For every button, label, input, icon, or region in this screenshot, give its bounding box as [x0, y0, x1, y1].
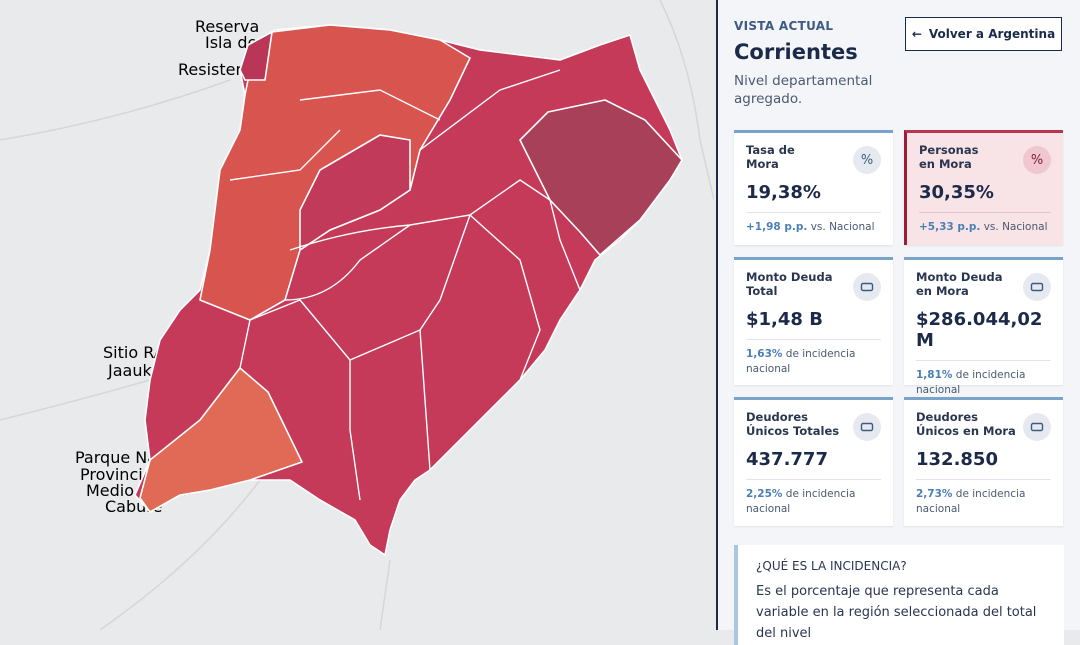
info-box: ¿QUÉ ES LA INCIDENCIA? Es el porcentaje …	[734, 545, 1064, 645]
card-title-line: Personas	[919, 143, 979, 157]
side-panel: VISTA ACTUAL Corrientes Nivel departamen…	[716, 0, 1080, 645]
card-delta: 2,25% de incidencia nacional	[746, 479, 881, 517]
delta-note: vs. Nacional	[810, 221, 875, 233]
delta-highlight: +5,33 p.p.	[919, 221, 981, 233]
card-icon	[853, 413, 881, 441]
region-title: Corrientes	[734, 40, 858, 64]
info-title: ¿QUÉ ES LA INCIDENCIA?	[756, 559, 907, 573]
map-label: Medio	[86, 481, 134, 500]
card-value: 19,38%	[746, 182, 821, 203]
department[interactable]	[299, 134, 411, 251]
card-icon	[1023, 273, 1051, 301]
icon-shape	[860, 282, 874, 292]
card-value: $1,48 B	[746, 309, 823, 330]
borders	[229, 69, 581, 501]
departments[interactable]	[134, 24, 683, 556]
icon-glyph: %	[860, 152, 874, 168]
card-icon: %	[1023, 146, 1051, 174]
card-title-line: Únicos Totales	[746, 423, 840, 438]
icon-glyph: %	[1030, 152, 1044, 168]
department[interactable]	[239, 31, 273, 81]
card-title: Monto Deuda Total	[746, 270, 881, 298]
card-delta: 1,63% de incidencia nacional	[746, 339, 881, 377]
card-delta: 2,73% de incidencia nacional	[916, 479, 1051, 517]
card-value: 30,35%	[919, 182, 994, 203]
icon-glyph	[1030, 422, 1044, 432]
card-title: Deudores Únicos Totales	[746, 410, 881, 438]
card-title-line: Únicos en Mora	[916, 423, 1016, 438]
map-label: Reserva	[195, 17, 259, 36]
card-title-line: Tasa de	[746, 143, 795, 157]
department[interactable]	[519, 99, 683, 256]
roads	[0, 0, 714, 630]
metric-card[interactable]: Deudores Únicos Totales 437.777 2,25% de in…	[734, 397, 893, 526]
icon-shape	[1030, 422, 1044, 432]
card-title-line: en Mora	[919, 156, 972, 171]
metric-card[interactable]: Personas en Mora% 30,35% +5,33 p.p. vs. Nac…	[904, 130, 1063, 245]
metric-card[interactable]: Tasa de Mora% 19,38% +1,98 p.p. vs. Naciona…	[734, 130, 893, 245]
icon-shape	[1030, 282, 1044, 292]
arrow-icon: ←	[911, 27, 922, 41]
subtitle: Nivel departamental agregado.	[734, 73, 873, 107]
card-icon: %	[853, 146, 881, 174]
icon-glyph	[860, 422, 874, 432]
card-delta: +5,33 p.p. vs. Nacional	[919, 212, 1051, 235]
eyebrow: VISTA ACTUAL	[734, 19, 834, 33]
card-title: Deudores Únicos en Mora	[916, 410, 1051, 438]
card-delta: +1,98 p.p. vs. Nacional	[746, 212, 881, 235]
delta-highlight: 1,81%	[916, 369, 953, 381]
card-value: 437.777	[746, 449, 828, 470]
delta-highlight: 2,73%	[916, 488, 953, 500]
card-title-line: Deudores	[746, 410, 808, 424]
card-value: $286.044,02 M	[916, 309, 1043, 351]
delta-note: vs. Nacional	[983, 221, 1048, 233]
card-icon	[1023, 413, 1051, 441]
delta-note: de incidencia nacional	[746, 348, 856, 375]
delta-highlight: 2,25%	[746, 488, 783, 500]
metric-card[interactable]: Monto Deuda en Mora $286.044,02 M 1,81% de …	[904, 257, 1063, 396]
card-title: Monto Deuda en Mora	[916, 270, 1051, 298]
icon-glyph	[860, 282, 874, 292]
map-label: Isla de	[205, 33, 257, 52]
metric-card[interactable]: Deudores Únicos en Mora 132.850 2,73% de in…	[904, 397, 1063, 526]
info-text: Es el porcentaje que representa cada var…	[756, 584, 1037, 641]
metric-card[interactable]: Monto Deuda Total $1,48 B 1,63% de incidenc…	[734, 257, 893, 385]
delta-note: de incidencia nacional	[746, 488, 856, 515]
icon-glyph	[1030, 282, 1044, 292]
card-title-line: Monto Deuda	[916, 270, 1003, 284]
card-title-line: Deudores	[916, 410, 978, 424]
card-title-line: Monto Deuda	[746, 270, 833, 284]
delta-highlight: 1,63%	[746, 348, 783, 360]
card-title-line: Total	[746, 283, 778, 298]
button-label: Volver a Argentina	[928, 27, 1056, 41]
delta-note: de incidencia nacional	[916, 369, 1026, 396]
delta-highlight: +1,98 p.p.	[746, 221, 808, 233]
department[interactable]	[139, 367, 303, 513]
icon-shape	[860, 422, 874, 432]
back-button[interactable]: ← Volver a Argentina	[905, 17, 1062, 51]
card-title: Personas en Mora	[919, 143, 1051, 171]
card-icon	[853, 273, 881, 301]
delta-note: de incidencia nacional	[916, 488, 1026, 515]
card-title: Tasa de Mora	[746, 143, 881, 171]
card-title-line: Mora	[746, 156, 779, 171]
card-delta: 1,81% de incidencia nacional	[916, 360, 1051, 398]
card-title-line: en Mora	[916, 283, 969, 298]
card-value: 132.850	[916, 449, 998, 470]
